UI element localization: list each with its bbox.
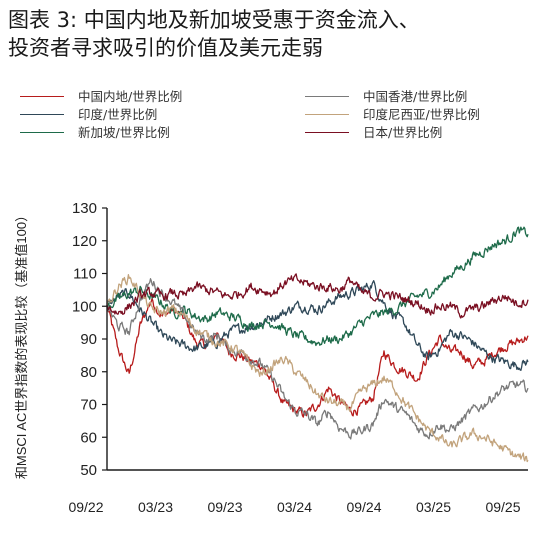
y-tick-label: 90 <box>80 331 97 348</box>
legend-swatch-china <box>20 96 64 97</box>
x-tick-label: 09/23 <box>207 499 242 515</box>
y-tick-label: 100 <box>72 298 97 315</box>
legend-label-hongkong: 中国香港/世界比例 <box>363 89 468 104</box>
y-tick-label: 110 <box>73 266 97 283</box>
y-axis-label: 和MSCI AC世界指数的表现比较（基准值100） <box>14 209 29 479</box>
x-tick-label: 03/24 <box>277 499 312 515</box>
chart-title-line-2: 投资者寻求吸引的价值及美元走弱 <box>8 36 323 60</box>
legend-swatch-japan <box>305 132 349 133</box>
chart-title: 图表 3: 中国内地及新加坡受惠于资金流入、 投资者寻求吸引的价值及美元走弱 <box>8 6 536 62</box>
y-tick-label: 50 <box>80 462 97 479</box>
line-chart: 50 60 70 80 90 100 110 120 130 09/22 03/23 09/23 03/… <box>14 200 529 515</box>
legend-label-japan: 日本/世界比例 <box>363 125 443 140</box>
axis-layer: 50 60 70 80 90 100 110 120 130 09/22 03/23 09/23 03/… <box>68 200 528 515</box>
chart-legend: 中国内地/世界比例 印度/世界比例 新加坡/世界比例 中国香港/世界比例 印度尼… <box>0 88 540 148</box>
y-tick-label: 80 <box>80 364 97 381</box>
y-tick-label: 70 <box>80 397 97 414</box>
x-tick-label: 09/24 <box>346 499 381 515</box>
x-tick-label: 09/22 <box>68 499 103 515</box>
series-line-6 <box>106 273 529 319</box>
legend-swatch-indonesia <box>305 114 349 115</box>
series-line-2 <box>106 280 529 371</box>
series-line-3 <box>106 226 529 347</box>
series-line-5 <box>106 274 529 463</box>
legend-label-india: 印度/世界比例 <box>78 107 158 122</box>
series-layer <box>106 226 529 463</box>
series-line-4 <box>106 278 529 440</box>
legend-label-singapore: 新加坡/世界比例 <box>78 125 170 140</box>
chart-area: 50 60 70 80 90 100 110 120 130 09/22 03/23 09/23 03/… <box>0 150 540 535</box>
x-tick-label: 03/23 <box>138 499 173 515</box>
legend-label-indonesia: 印度尼西亚/世界比例 <box>363 107 480 122</box>
x-tick-label: 09/25 <box>485 499 520 515</box>
y-tick-label: 130 <box>72 200 97 217</box>
legend-swatch-india <box>20 114 64 115</box>
legend-swatch-hongkong <box>305 96 349 97</box>
y-tick-label: 120 <box>72 233 97 250</box>
y-tick-label: 60 <box>80 429 97 446</box>
chart-title-line-1: 图表 3: 中国内地及新加坡受惠于资金流入、 <box>8 8 420 32</box>
legend-label-china: 中国内地/世界比例 <box>78 89 183 104</box>
series-line-1 <box>106 297 529 418</box>
x-tick-label: 03/25 <box>416 499 451 515</box>
legend-swatch-singapore <box>20 132 64 133</box>
